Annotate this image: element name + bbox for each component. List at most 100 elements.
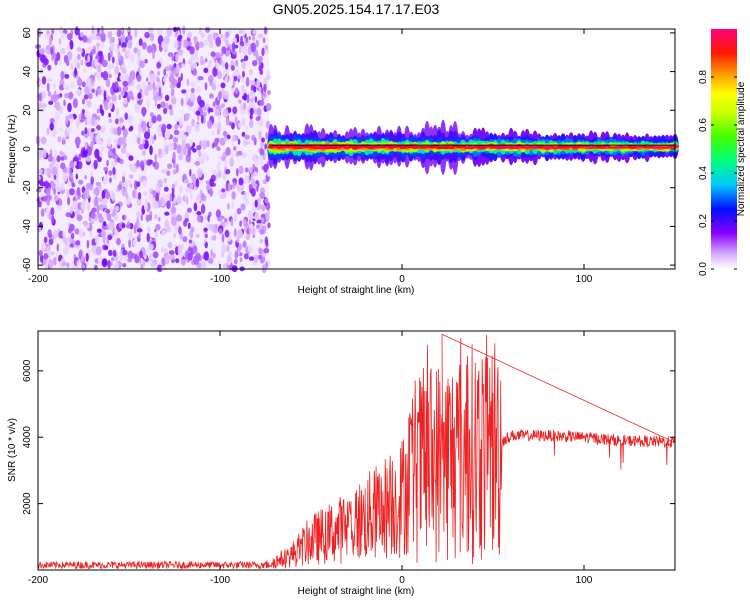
noise-blob — [187, 147, 192, 157]
noise-blob — [114, 205, 120, 212]
noise-blob — [136, 84, 140, 90]
noise-blob — [53, 150, 58, 160]
noise-blob — [196, 86, 202, 93]
noise-blob — [139, 250, 143, 259]
noise-blob — [257, 254, 262, 260]
noise-blob — [163, 177, 168, 184]
noise-blob — [178, 48, 184, 56]
y-tick-label: -60 — [22, 257, 33, 272]
y-tick-label: 4000 — [22, 426, 33, 449]
noise-blob — [113, 228, 118, 235]
noise-blob — [239, 220, 243, 227]
noise-blob — [106, 159, 109, 167]
noise-blob — [189, 139, 193, 147]
noise-blob — [74, 67, 77, 77]
noise-blob — [210, 249, 213, 256]
noise-blob — [158, 217, 161, 222]
noise-blob — [251, 134, 255, 141]
noise-blob — [90, 211, 96, 220]
noise-blob — [84, 127, 88, 135]
noise-blob — [111, 83, 117, 90]
noise-blob — [119, 250, 123, 261]
noise-blob — [73, 161, 77, 166]
noise-blob — [204, 82, 208, 91]
noise-blob — [57, 136, 62, 143]
noise-blob — [48, 259, 54, 269]
noise-blob — [60, 181, 65, 191]
noise-blob — [195, 195, 201, 203]
noise-blob — [146, 77, 149, 82]
noise-blob — [129, 183, 133, 188]
noise-blob — [259, 154, 264, 163]
noise-blob — [188, 101, 194, 107]
noise-blob — [140, 160, 145, 170]
noise-blob — [86, 77, 92, 88]
noise-blob — [95, 246, 102, 256]
noise-blob — [209, 178, 214, 187]
noise-blob — [136, 74, 142, 82]
noise-blob — [47, 77, 53, 83]
noise-blob — [186, 196, 189, 205]
noise-blob — [109, 43, 116, 52]
noise-blob — [186, 207, 192, 213]
noise-blob — [168, 74, 175, 83]
band-peak — [536, 144, 545, 149]
noise-blob — [256, 198, 261, 204]
noise-blob — [88, 92, 93, 100]
colorbar-tick-label: 0.6 — [698, 118, 709, 132]
noise-blob — [169, 193, 173, 203]
noise-blob — [169, 254, 175, 260]
noise-blob — [204, 233, 208, 239]
noise-blob — [148, 27, 154, 33]
noise-blob — [138, 143, 145, 150]
noise-blob — [114, 232, 118, 242]
noise-blob — [111, 257, 115, 262]
noise-blob — [134, 28, 138, 38]
noise-blob — [108, 234, 112, 241]
noise-blob — [83, 94, 89, 100]
noise-blob — [53, 257, 57, 266]
noise-blob — [224, 158, 228, 166]
band-peak — [388, 145, 394, 149]
noise-blob — [159, 56, 163, 65]
noise-blob — [241, 84, 245, 93]
noise-blob — [107, 52, 111, 62]
noise-blob — [173, 232, 176, 239]
noise-blob — [246, 229, 250, 235]
noise-blob — [252, 60, 258, 67]
noise-blob — [161, 126, 164, 133]
noise-blob — [156, 77, 160, 83]
noise-blob — [94, 35, 101, 41]
noise-blob — [164, 130, 171, 139]
noise-blob — [65, 212, 71, 218]
noise-blob — [188, 239, 192, 244]
noise-blob — [226, 68, 229, 77]
noise-blob — [66, 188, 70, 198]
noise-blob — [236, 168, 239, 177]
noise-blob — [116, 126, 122, 136]
noise-blob — [263, 248, 270, 254]
noise-blob — [104, 245, 109, 250]
noise-blob — [247, 244, 254, 254]
noise-blob — [198, 150, 202, 157]
noise-blob — [118, 94, 122, 101]
noise-blob — [208, 59, 212, 68]
noise-blob — [177, 244, 182, 255]
noise-blob — [136, 48, 141, 59]
noise-blob — [156, 61, 162, 69]
noise-blob — [151, 115, 157, 124]
noise-blob — [259, 161, 264, 166]
noise-blob — [63, 246, 69, 255]
noise-blob — [53, 188, 56, 196]
noise-blob — [51, 53, 55, 62]
noise-blob — [166, 200, 171, 210]
noise-blob — [39, 254, 44, 263]
noise-blob — [111, 56, 115, 64]
noise-blob — [267, 169, 270, 177]
noise-blob — [234, 212, 238, 223]
noise-blob — [236, 208, 242, 215]
noise-blob — [153, 134, 157, 141]
noise-blob — [101, 190, 106, 200]
noise-blob — [167, 241, 173, 249]
noise-blob — [266, 70, 271, 78]
